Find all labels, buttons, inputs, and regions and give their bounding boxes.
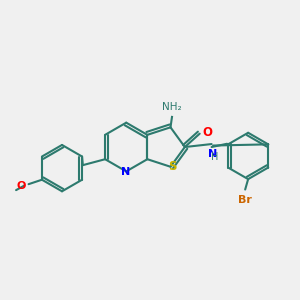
- Text: O: O: [17, 181, 26, 191]
- Text: O: O: [203, 126, 213, 139]
- Text: NH₂: NH₂: [162, 102, 182, 112]
- Text: N: N: [121, 167, 130, 177]
- Text: N: N: [208, 149, 217, 159]
- Text: S: S: [168, 160, 176, 173]
- Text: H: H: [212, 152, 219, 162]
- Text: Br: Br: [238, 195, 252, 205]
